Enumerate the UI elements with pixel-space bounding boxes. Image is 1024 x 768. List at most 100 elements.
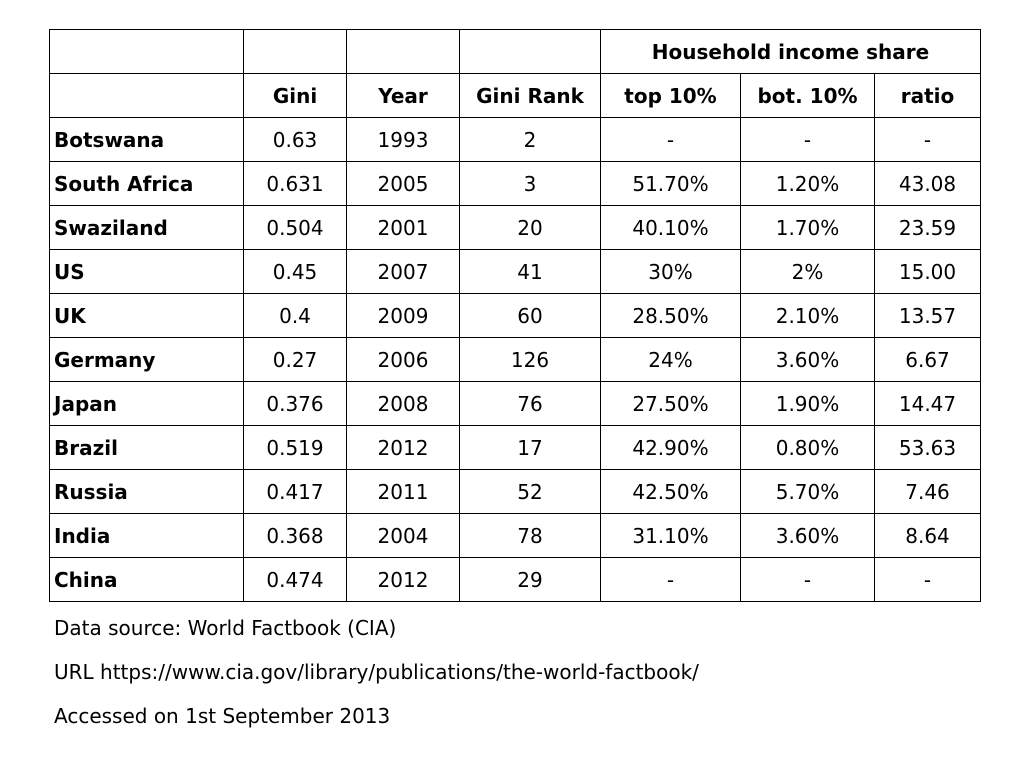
bottom-share-cell: 0.80% (740, 425, 875, 470)
empty-header-cell (243, 29, 347, 74)
table-row: Botswana 0.63 1993 2 - - - (49, 117, 982, 162)
gini-cell: 0.376 (243, 381, 347, 426)
bottom-10-header: bot. 10% (740, 73, 875, 118)
url-note: URL https://www.cia.gov/library/publicat… (54, 660, 699, 684)
top-share-cell: 42.90% (600, 425, 741, 470)
table-row: Swaziland 0.504 2001 20 40.10% 1.70% 23.… (49, 205, 982, 250)
gini-cell: 0.45 (243, 249, 347, 294)
country-cell: Botswana (49, 117, 244, 162)
ratio-cell: 15.00 (873, 249, 982, 294)
country-cell: Brazil (49, 425, 244, 470)
rank-cell: 60 (459, 293, 601, 338)
bottom-share-cell: - (740, 117, 875, 162)
ratio-cell: 7.46 (873, 469, 982, 514)
country-cell: Germany (49, 337, 244, 382)
year-cell: 2007 (346, 249, 460, 294)
empty-header-cell (49, 29, 244, 74)
rank-cell: 52 (459, 469, 601, 514)
table-row: UK 0.4 2009 60 28.50% 2.10% 13.57 (49, 293, 982, 338)
gini-rank-header: Gini Rank (459, 73, 601, 118)
top-10-header: top 10% (600, 73, 741, 118)
rank-cell: 3 (459, 161, 601, 206)
country-cell: Russia (49, 469, 244, 514)
top-share-cell: 27.50% (600, 381, 741, 426)
gini-cell: 0.504 (243, 205, 347, 250)
top-share-cell: 42.50% (600, 469, 741, 514)
table-row: Russia 0.417 2011 52 42.50% 5.70% 7.46 (49, 469, 982, 514)
year-cell: 2001 (346, 205, 460, 250)
ratio-cell: 14.47 (873, 381, 982, 426)
year-cell: 2004 (346, 513, 460, 558)
bottom-share-cell: 1.90% (740, 381, 875, 426)
rank-cell: 126 (459, 337, 601, 382)
empty-header-cell (49, 73, 244, 118)
gini-cell: 0.368 (243, 513, 347, 558)
group-header-row: Household income share (49, 29, 982, 74)
rank-cell: 78 (459, 513, 601, 558)
empty-header-cell (346, 29, 460, 74)
accessed-date-note: Accessed on 1st September 2013 (54, 704, 391, 728)
country-cell: China (49, 557, 244, 602)
year-cell: 2012 (346, 557, 460, 602)
gini-cell: 0.474 (243, 557, 347, 602)
ratio-cell: 43.08 (873, 161, 982, 206)
column-header-row: Gini Year Gini Rank top 10% bot. 10% rat… (49, 73, 982, 118)
year-cell: 2006 (346, 337, 460, 382)
bottom-share-cell: 2.10% (740, 293, 875, 338)
bottom-share-cell: 3.60% (740, 337, 875, 382)
table-row: China 0.474 2012 29 - - - (49, 557, 982, 602)
ratio-cell: 13.57 (873, 293, 982, 338)
bottom-share-cell: 1.20% (740, 161, 875, 206)
source-notes: Data source: World Factbook (CIA) URL ht… (54, 606, 699, 738)
bottom-share-cell: - (740, 557, 875, 602)
year-cell: 2008 (346, 381, 460, 426)
year-cell: 2011 (346, 469, 460, 514)
ratio-cell: - (873, 117, 982, 162)
table-row: Japan 0.376 2008 76 27.50% 1.90% 14.47 (49, 381, 982, 426)
top-share-cell: 51.70% (600, 161, 741, 206)
country-cell: Swaziland (49, 205, 244, 250)
top-share-cell: 28.50% (600, 293, 741, 338)
gini-cell: 0.519 (243, 425, 347, 470)
bottom-share-cell: 3.60% (740, 513, 875, 558)
table-row: Brazil 0.519 2012 17 42.90% 0.80% 53.63 (49, 425, 982, 470)
empty-header-cell (459, 29, 601, 74)
table-row: South Africa 0.631 2005 3 51.70% 1.20% 4… (49, 161, 982, 206)
data-source-note: Data source: World Factbook (CIA) (54, 616, 397, 640)
ratio-cell: 8.64 (873, 513, 982, 558)
table-row: US 0.45 2007 41 30% 2% 15.00 (49, 249, 982, 294)
country-cell: Japan (49, 381, 244, 426)
ratio-cell: 23.59 (873, 205, 982, 250)
top-share-cell: 24% (600, 337, 741, 382)
top-share-cell: - (600, 557, 741, 602)
ratio-cell: 6.67 (873, 337, 982, 382)
year-cell: 1993 (346, 117, 460, 162)
household-income-share-header: Household income share (599, 29, 982, 74)
country-cell: UK (49, 293, 244, 338)
rank-cell: 17 (459, 425, 601, 470)
top-share-cell: - (600, 117, 741, 162)
gini-cell: 0.631 (243, 161, 347, 206)
gini-cell: 0.63 (243, 117, 347, 162)
year-cell: 2009 (346, 293, 460, 338)
top-share-cell: 30% (600, 249, 741, 294)
gini-income-table: Household income share Gini Year Gini Ra… (49, 29, 982, 602)
rank-cell: 20 (459, 205, 601, 250)
bottom-share-cell: 5.70% (740, 469, 875, 514)
rank-cell: 76 (459, 381, 601, 426)
bottom-share-cell: 1.70% (740, 205, 875, 250)
year-header: Year (346, 73, 460, 118)
table-row: Germany 0.27 2006 126 24% 3.60% 6.67 (49, 337, 982, 382)
rank-cell: 29 (459, 557, 601, 602)
gini-cell: 0.4 (243, 293, 347, 338)
rank-cell: 41 (459, 249, 601, 294)
ratio-cell: - (873, 557, 982, 602)
ratio-cell: 53.63 (873, 425, 982, 470)
bottom-share-cell: 2% (740, 249, 875, 294)
rank-cell: 2 (459, 117, 601, 162)
top-share-cell: 40.10% (600, 205, 741, 250)
ratio-header: ratio (873, 73, 982, 118)
country-cell: South Africa (49, 161, 244, 206)
gini-cell: 0.27 (243, 337, 347, 382)
country-cell: India (49, 513, 244, 558)
